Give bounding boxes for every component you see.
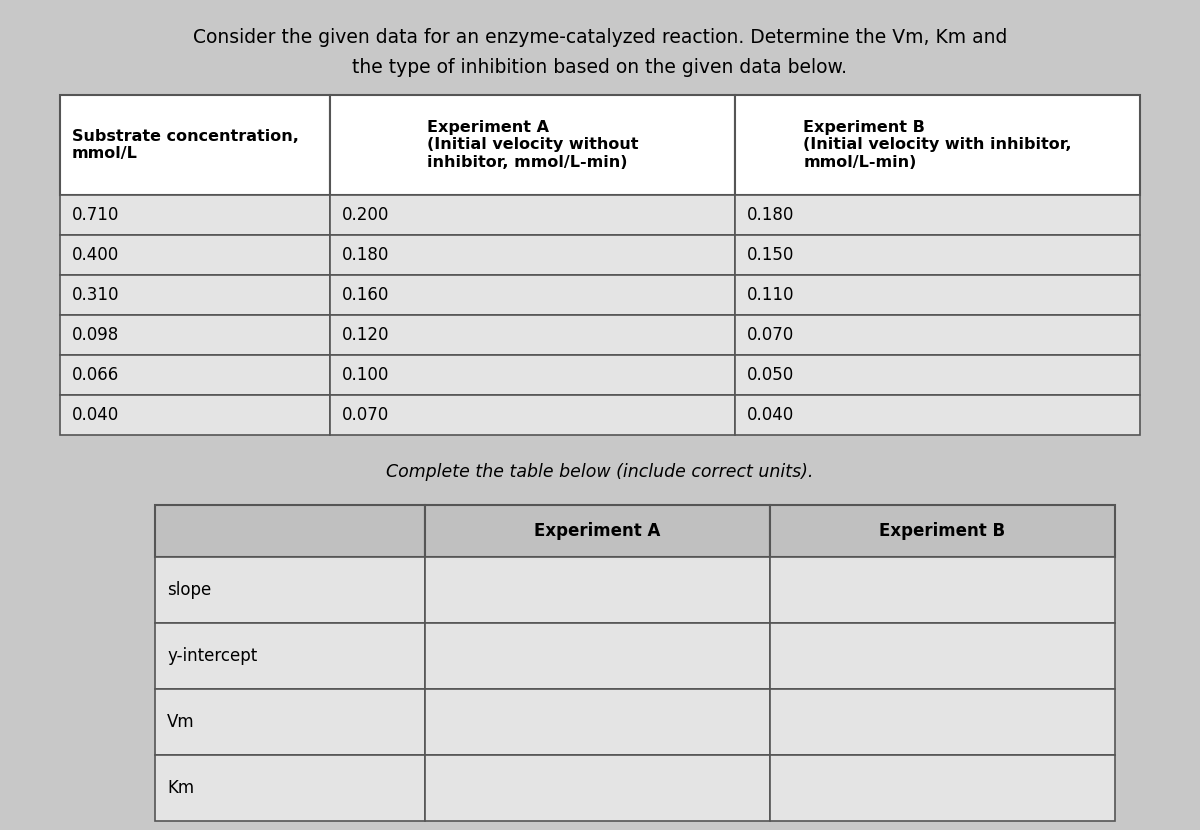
Bar: [330, 275, 734, 315]
Bar: [330, 235, 734, 275]
Bar: [60, 395, 330, 435]
Text: 0.160: 0.160: [342, 286, 389, 304]
Text: Experiment A
(Initial velocity without
inhibitor, mmol/L-min): Experiment A (Initial velocity without i…: [427, 120, 638, 170]
Bar: [155, 557, 425, 623]
Bar: [330, 395, 734, 435]
Bar: [425, 623, 770, 689]
Text: 0.040: 0.040: [72, 406, 119, 424]
Bar: [155, 623, 425, 689]
Text: 0.180: 0.180: [746, 206, 794, 224]
Bar: [770, 689, 1115, 755]
Bar: [60, 195, 330, 235]
Bar: [734, 355, 1140, 395]
Text: 0.310: 0.310: [72, 286, 120, 304]
Bar: [770, 755, 1115, 821]
Bar: [330, 315, 734, 355]
Bar: [770, 505, 1115, 557]
Text: Vm: Vm: [167, 713, 194, 731]
Text: Km: Km: [167, 779, 194, 797]
Text: 0.040: 0.040: [746, 406, 794, 424]
Bar: [60, 315, 330, 355]
Bar: [734, 235, 1140, 275]
Bar: [770, 557, 1115, 623]
Bar: [60, 275, 330, 315]
Text: 0.180: 0.180: [342, 246, 389, 264]
Text: 0.070: 0.070: [746, 326, 794, 344]
Text: Experiment B
(Initial velocity with inhibitor,
mmol/L-min): Experiment B (Initial velocity with inhi…: [803, 120, 1072, 170]
Text: the type of inhibition based on the given data below.: the type of inhibition based on the give…: [353, 58, 847, 77]
Text: 0.120: 0.120: [342, 326, 390, 344]
Bar: [734, 395, 1140, 435]
Bar: [734, 275, 1140, 315]
Text: 0.070: 0.070: [342, 406, 389, 424]
Text: y-intercept: y-intercept: [167, 647, 257, 665]
Text: Complete the table below (include correct units).: Complete the table below (include correc…: [386, 463, 814, 481]
Text: 0.200: 0.200: [342, 206, 389, 224]
Text: 0.066: 0.066: [72, 366, 119, 384]
Text: 0.098: 0.098: [72, 326, 119, 344]
Bar: [425, 689, 770, 755]
Text: 0.050: 0.050: [746, 366, 794, 384]
Text: 0.150: 0.150: [746, 246, 794, 264]
Text: Experiment A: Experiment A: [534, 522, 661, 540]
Bar: [155, 689, 425, 755]
Bar: [734, 315, 1140, 355]
Bar: [425, 505, 770, 557]
Text: 0.100: 0.100: [342, 366, 389, 384]
Bar: [60, 235, 330, 275]
Bar: [155, 755, 425, 821]
Text: 0.400: 0.400: [72, 246, 119, 264]
Bar: [60, 95, 330, 195]
Text: 0.710: 0.710: [72, 206, 119, 224]
Bar: [330, 95, 734, 195]
Bar: [425, 755, 770, 821]
Bar: [60, 355, 330, 395]
Bar: [155, 505, 425, 557]
Text: slope: slope: [167, 581, 211, 599]
Text: 0.110: 0.110: [746, 286, 794, 304]
Bar: [734, 195, 1140, 235]
Text: Consider the given data for an enzyme-catalyzed reaction. Determine the Vm, Km a: Consider the given data for an enzyme-ca…: [193, 28, 1007, 47]
Text: Substrate concentration,
mmol/L: Substrate concentration, mmol/L: [72, 129, 299, 161]
Bar: [330, 195, 734, 235]
Bar: [425, 557, 770, 623]
Bar: [330, 355, 734, 395]
Bar: [770, 623, 1115, 689]
Bar: [734, 95, 1140, 195]
Text: Experiment B: Experiment B: [880, 522, 1006, 540]
